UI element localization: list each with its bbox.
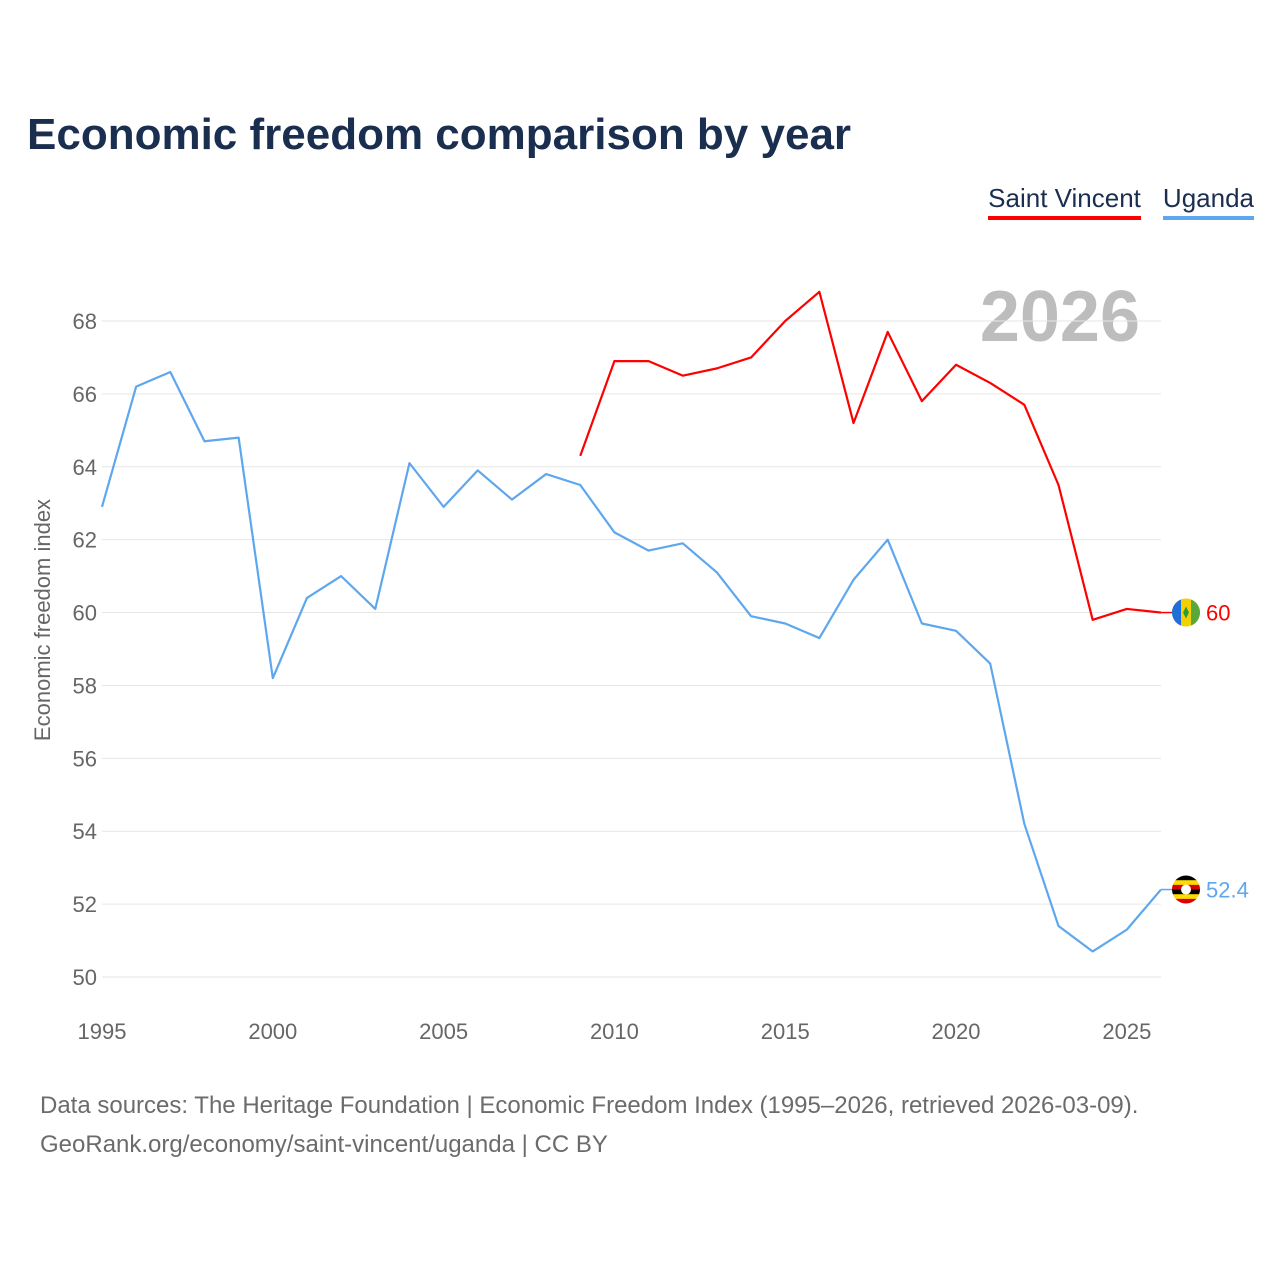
y-tick-label: 52 <box>73 892 97 917</box>
legend-saint-vincent[interactable]: Saint Vincent <box>988 183 1141 220</box>
y-tick-label: 68 <box>73 309 97 334</box>
flag-diamond <box>1183 606 1189 619</box>
x-tick-label: 1995 <box>78 1019 127 1044</box>
footer: Data sources: The Heritage Foundation | … <box>40 1086 1138 1164</box>
y-tick-label: 62 <box>73 528 97 553</box>
legend: Saint Vincent Uganda <box>988 183 1254 220</box>
y-tick-label: 54 <box>73 819 97 844</box>
flag-stripe <box>1172 880 1200 886</box>
y-tick-label: 60 <box>73 601 97 626</box>
source-link[interactable]: GeoRank.org/economy/saint-vincent/uganda… <box>40 1131 608 1158</box>
y-axis-label: Economic freedom index <box>30 499 55 741</box>
chart-title: Economic freedom comparison by year <box>27 110 852 159</box>
flag-stripe <box>1172 894 1200 900</box>
end-value-label: 60 <box>1206 601 1230 626</box>
y-tick-label: 56 <box>73 746 97 771</box>
flag-stripe <box>1172 898 1200 904</box>
flag-emblem <box>1181 884 1191 895</box>
series-line-uganda <box>100 370 1162 953</box>
flag-stripe <box>1191 599 1200 626</box>
x-tick-label: 2025 <box>1102 1019 1151 1044</box>
y-tick-label: 58 <box>73 673 97 698</box>
x-tick-label: 2020 <box>932 1019 981 1044</box>
legend-uganda[interactable]: Uganda <box>1162 183 1254 220</box>
x-tick-label: 2015 <box>761 1019 810 1044</box>
flag-stripe <box>1172 599 1181 626</box>
y-tick-label: 50 <box>73 965 97 990</box>
end-value-label: 52.4 <box>1206 878 1249 903</box>
flag-stripe <box>1172 875 1200 881</box>
y-tick-label: 64 <box>73 455 97 480</box>
x-tick-label: 2000 <box>248 1019 297 1044</box>
x-tick-label: 2010 <box>590 1019 639 1044</box>
year-watermark: 2026 <box>980 277 1140 357</box>
data-source: Data sources: The Heritage Foundation | … <box>40 1092 1139 1119</box>
x-tick-label: 2005 <box>419 1019 468 1044</box>
y-tick-label: 66 <box>73 382 97 407</box>
series-line-saint-vincent <box>579 290 1162 621</box>
